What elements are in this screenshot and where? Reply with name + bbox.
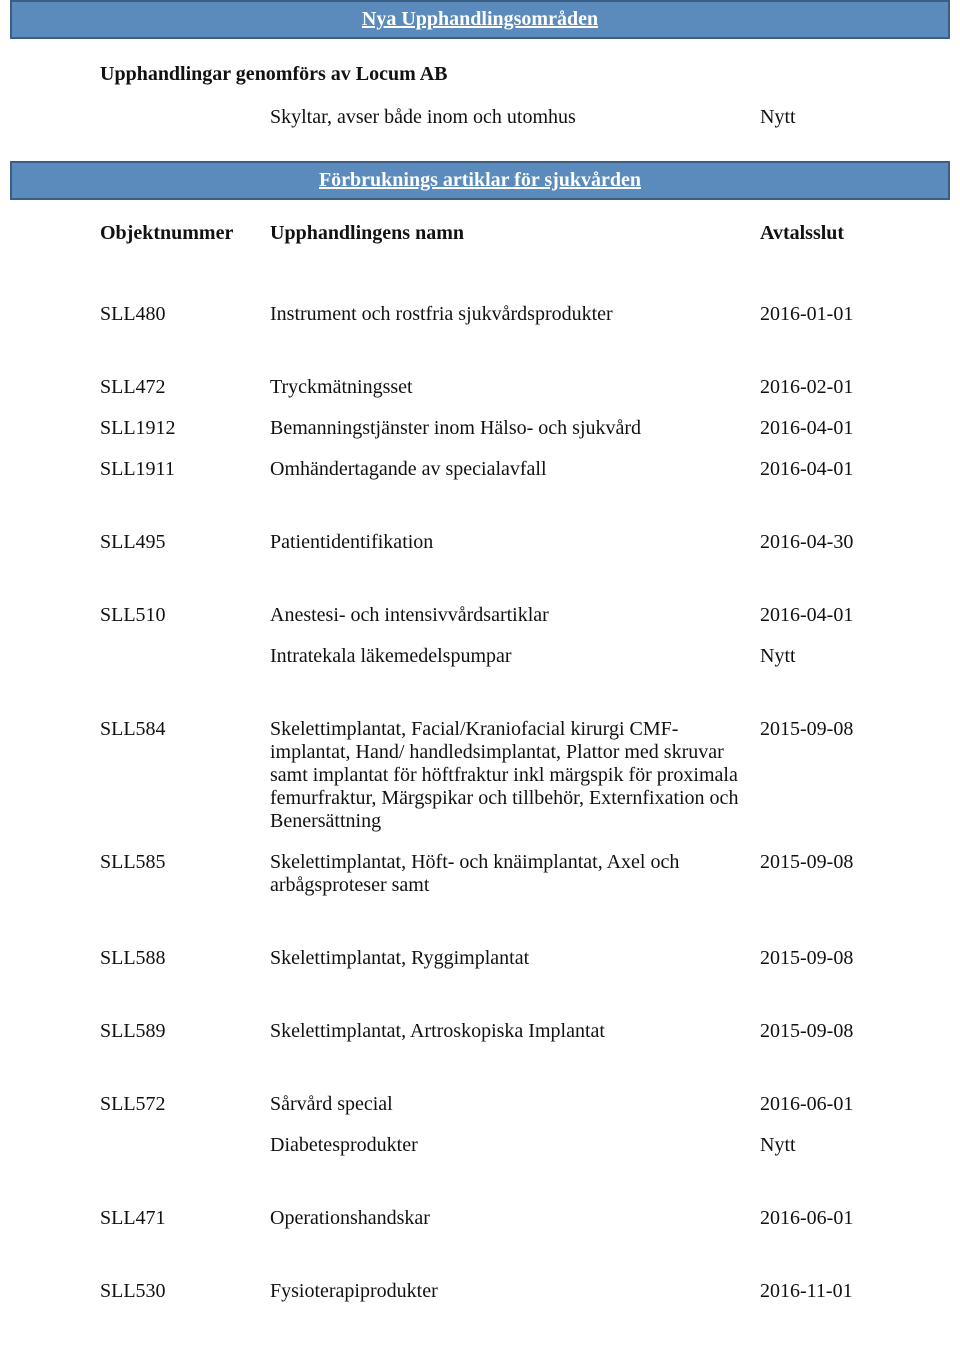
cell-date: 2015-09-08 [760,851,900,874]
cell-name: Patientidentifikation [270,531,760,554]
table-row: SLL495Patientidentifikation2016-04-30 [100,531,900,554]
spacer [100,572,900,586]
cell-obj: SLL480 [100,303,270,326]
table-row: SLL1911Omhändertagande av specialavfall2… [100,458,900,481]
cell-name: Diabetesprodukter [270,1134,760,1157]
table-row: Intratekala läkemedelspumparNytt [100,645,900,668]
table-row: SLL584Skelettimplantat, Facial/Kraniofac… [100,718,900,833]
cell-obj: SLL584 [100,718,270,741]
cell-date: 2016-04-01 [760,458,900,481]
table-row: SLL471Operationshandskar2016-06-01 [100,1207,900,1230]
banner-nya: Nya Upphandlingsområden [10,0,950,39]
spacer [100,344,900,358]
section1-title: Upphandlingar genomförs av Locum AB [100,63,900,86]
cell-name: Bemanningstjänster inom Hälso- och sjukv… [270,417,760,440]
cell-obj: SLL589 [100,1020,270,1043]
table-header: Objektnummer Upphandlingens namn Avtalss… [100,222,900,245]
page-root: Nya Upphandlingsområden Upphandlingar ge… [0,0,960,1361]
cell-date: 2016-02-01 [760,376,900,399]
spacer [100,988,900,1002]
cell-date: 2016-06-01 [760,1207,900,1230]
cell-obj: SLL1912 [100,417,270,440]
table-row: SLL510Anestesi- och intensivvårdsartikla… [100,604,900,627]
table-row: SLL585Skelettimplantat, Höft- och knäimp… [100,851,900,897]
cell-date: 2016-04-01 [760,417,900,440]
spacer [100,1175,900,1189]
cell-date: 2016-04-01 [760,604,900,627]
cell-name: Omhändertagande av specialavfall [270,458,760,481]
cell-name: Tryckmätningsset [270,376,760,399]
cell-date: 2016-04-30 [760,531,900,554]
banner-forbruk: Förbruknings artiklar för sjukvården [10,161,950,200]
cell-date: 2016-01-01 [760,303,900,326]
table-row: SLL588Skelettimplantat, Ryggimplantat201… [100,947,900,970]
header-obj: Objektnummer [100,222,270,245]
spacer [100,1061,900,1075]
cell-obj: SLL472 [100,376,270,399]
table-row: DiabetesprodukterNytt [100,1134,900,1157]
cell-date: 2015-09-08 [760,1020,900,1043]
cell-date: Nytt [760,645,900,668]
spacer [100,686,900,700]
cell-name: Skelettimplantat, Facial/Kraniofacial ki… [270,718,760,833]
cell-date: 2016-06-01 [760,1093,900,1116]
table-row: SLL472Tryckmätningsset2016-02-01 [100,376,900,399]
spacer [100,915,900,929]
cell-obj: SLL530 [100,1280,270,1303]
cell-name: Operationshandskar [270,1207,760,1230]
table-row: SLL572Sårvård special2016-06-01 [100,1093,900,1116]
cell-obj: SLL495 [100,531,270,554]
header-name: Upphandlingens namn [270,222,760,245]
cell-obj: SLL585 [100,851,270,874]
cell-name: Instrument och rostfria sjukvårdsprodukt… [270,303,760,326]
cell-obj: SLL471 [100,1207,270,1230]
cell-name: Skelettimplantat, Ryggimplantat [270,947,760,970]
cell-obj: SLL510 [100,604,270,627]
rows-container: SLL480Instrument och rostfria sjukvårdsp… [100,303,900,1303]
cell-obj: SLL588 [100,947,270,970]
cell-name: Sårvård special [270,1093,760,1116]
table-row: SLL480Instrument och rostfria sjukvårdsp… [100,303,900,326]
cell-date: 2015-09-08 [760,718,900,741]
cell-name: Intratekala läkemedelspumpar [270,645,760,668]
table-row: SLL589Skelettimplantat, Artroskopiska Im… [100,1020,900,1043]
header-date: Avtalsslut [760,222,900,245]
spacer [100,147,900,161]
spacer [100,271,900,285]
cell-date: 2015-09-08 [760,947,900,970]
cell-obj: SLL1911 [100,458,270,481]
table-row: SLL530Fysioterapiprodukter2016-11-01 [100,1280,900,1303]
spacer [100,499,900,513]
section1-row: Skyltar, avser både inom och utomhus Nyt… [100,106,900,129]
section1-name: Skyltar, avser både inom och utomhus [270,106,760,129]
cell-name: Skelettimplantat, Höft- och knäimplantat… [270,851,760,897]
cell-obj: SLL572 [100,1093,270,1116]
cell-date: 2016-11-01 [760,1280,900,1303]
section1-date: Nytt [760,106,900,129]
cell-date: Nytt [760,1134,900,1157]
table-row: SLL1912Bemanningstjänster inom Hälso- oc… [100,417,900,440]
cell-name: Anestesi- och intensivvårdsartiklar [270,604,760,627]
spacer [100,1248,900,1262]
cell-name: Fysioterapiprodukter [270,1280,760,1303]
cell-name: Skelettimplantat, Artroskopiska Implanta… [270,1020,760,1043]
